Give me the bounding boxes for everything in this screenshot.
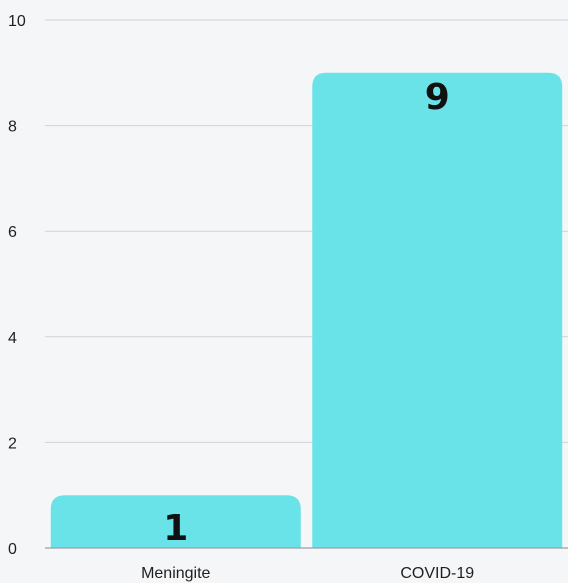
y-tick-label: 4 — [8, 330, 17, 347]
y-tick-label: 10 — [8, 13, 26, 30]
bar — [50, 495, 301, 548]
bars — [50, 72, 563, 549]
x-category-label: COVID-19 — [400, 565, 474, 582]
y-tick-label: 6 — [8, 224, 17, 241]
data-labels: 19 — [163, 77, 450, 549]
bar-value-label: 9 — [425, 77, 450, 118]
bar — [312, 72, 563, 549]
y-tick-label: 0 — [8, 541, 17, 558]
y-tick-label: 8 — [8, 119, 17, 136]
bar-value-label: 1 — [163, 508, 188, 549]
x-category-label: Meningite — [141, 565, 210, 582]
x-axis-categories: Meningite COVID-19 — [141, 565, 474, 582]
y-axis-ticks: 0 2 4 6 8 10 — [8, 13, 26, 558]
y-tick-label: 2 — [8, 435, 17, 452]
